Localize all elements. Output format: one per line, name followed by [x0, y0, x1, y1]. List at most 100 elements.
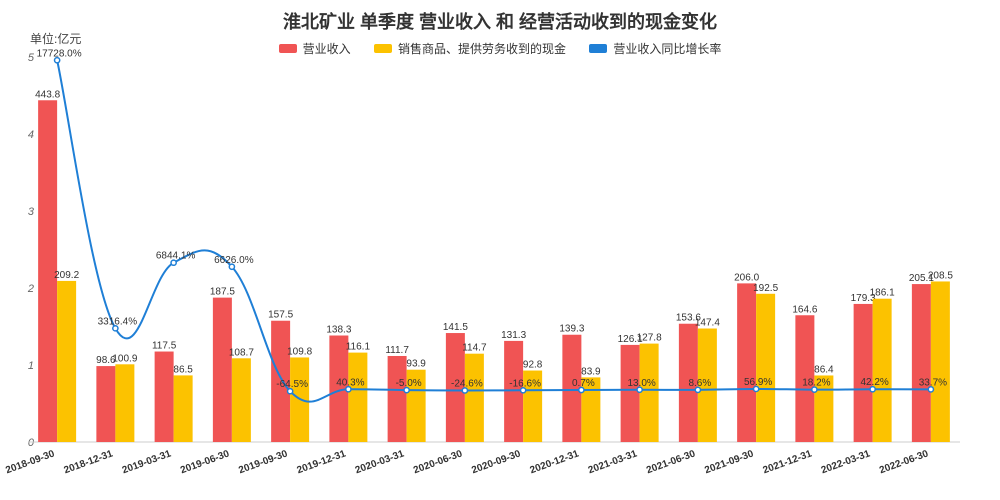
bar-revenue	[562, 334, 582, 442]
legend: 营业收入 销售商品、提供劳务收到的现金 营业收入同比增长率	[0, 40, 1000, 57]
growth-point	[578, 386, 585, 394]
growth-line	[56, 60, 931, 403]
bar-label-revenue: 164.6	[792, 304, 817, 315]
bar-label-cash: 147.4	[695, 318, 720, 329]
x-tick-label: 2019-09-30	[237, 448, 289, 476]
y-tick-label: 3	[28, 206, 35, 218]
chart-title: 淮北矿业 单季度 营业收入 和 经营活动收到的现金变化	[282, 12, 717, 32]
growth-point	[461, 387, 469, 394]
legend-label-revenue: 营业收入	[302, 42, 351, 56]
bar-label-revenue: 153.6	[676, 313, 701, 324]
x-tick-label: 2019-06-30	[179, 448, 231, 476]
x-tick-label: 2019-12-31	[296, 448, 348, 476]
growth-point	[112, 324, 119, 332]
bar-label-revenue: 141.5	[443, 322, 468, 333]
growth-label: 13.0%	[627, 378, 655, 389]
bar-revenue	[154, 351, 174, 442]
bar-cash	[464, 353, 484, 442]
x-tick-label: 2019-03-31	[121, 448, 173, 476]
x-tick-label: 2020-09-30	[470, 448, 522, 476]
y-tick-label: 4	[28, 129, 34, 141]
bar-label-cash: 86.4	[814, 364, 834, 375]
growth-point	[752, 385, 760, 393]
unit-label: 单位:亿元	[30, 32, 82, 46]
bar-label-revenue: 187.5	[210, 287, 235, 298]
bar-label-cash: 209.2	[54, 270, 79, 281]
growth-label: 18.2%	[802, 378, 830, 389]
legend-swatch-growth	[589, 44, 608, 53]
bar-label-cash: 86.5	[173, 364, 193, 375]
x-tick-label: 2020-03-31	[354, 448, 406, 476]
bar-revenue	[212, 297, 232, 442]
bar-revenue	[737, 283, 757, 442]
bar-cash	[523, 370, 543, 442]
bar-cash	[406, 369, 426, 442]
bar-revenue	[445, 333, 465, 442]
bar-label-revenue: 98.6	[96, 355, 116, 366]
x-tick-label: 2022-03-31	[820, 448, 872, 476]
bar-revenue	[911, 284, 931, 442]
growth-label: 6844.1%	[156, 251, 196, 262]
growth-point	[170, 259, 177, 267]
growth-label: 0.7%	[572, 378, 595, 389]
bar-revenue	[96, 366, 116, 442]
x-tick-label: 2018-12-31	[63, 448, 115, 476]
bar-cash	[756, 293, 776, 442]
bar-label-revenue: 117.5	[152, 341, 177, 352]
bar-label-cash: 114.7	[462, 343, 487, 354]
bar-label-cash: 127.8	[637, 333, 662, 344]
bar-label-cash: 192.5	[753, 283, 778, 294]
x-tick-label: 2021-12-31	[762, 448, 814, 476]
x-tick-label: 2021-06-30	[645, 448, 697, 476]
bar-cash	[872, 298, 892, 442]
growth-label: -5.0%	[396, 378, 422, 389]
y-tick-label: 1	[28, 360, 34, 372]
bar-label-cash: 208.5	[928, 270, 953, 281]
legend-item-revenue[interactable]: 营业收入	[278, 40, 351, 57]
x-tick-label: 2018-09-30	[4, 448, 56, 476]
growth-label: -16.6%	[509, 378, 541, 389]
bar-label-revenue: 126.1	[618, 334, 643, 345]
bar-revenue	[329, 335, 349, 442]
legend-item-growth[interactable]: 营业收入同比增长率	[589, 40, 721, 57]
x-tick-label: 2020-06-30	[412, 448, 464, 476]
growth-point	[53, 56, 61, 64]
growth-label: 3316.4%	[98, 316, 138, 327]
legend-item-cash[interactable]: 销售商品、提供劳务收到的现金	[373, 40, 566, 57]
bar-cash	[231, 358, 251, 442]
bar-label-cash: 116.1	[346, 342, 371, 353]
growth-label: 17728.0%	[37, 48, 82, 59]
growth-point	[636, 386, 643, 394]
bar-label-cash: 108.7	[229, 347, 254, 358]
bar-cash	[348, 352, 368, 442]
growth-point	[403, 386, 410, 394]
growth-point	[927, 386, 935, 393]
bar-label-revenue: 139.3	[559, 324, 584, 335]
legend-swatch-cash	[373, 44, 392, 53]
bar-label-revenue: 157.5	[268, 310, 293, 321]
bar-revenue	[38, 100, 58, 443]
bar-cash	[697, 328, 717, 442]
bar-label-revenue: 131.3	[501, 330, 526, 341]
y-tick-label: 2	[27, 283, 34, 295]
x-tick-label: 2021-03-31	[587, 448, 639, 476]
bar-revenue	[795, 315, 815, 442]
growth-point	[694, 386, 702, 394]
bar-cash	[115, 364, 135, 442]
bar-revenue	[620, 344, 640, 442]
growth-label: 56.9%	[744, 377, 772, 388]
bar-cash	[581, 377, 601, 442]
bar-label-cash: 100.9	[112, 353, 137, 364]
bar-cash	[173, 375, 193, 442]
growth-label: 8.6%	[688, 378, 711, 389]
bar-label-cash: 109.8	[287, 346, 312, 357]
bar-label-cash: 186.1	[870, 288, 895, 299]
y-tick-label: 0	[28, 437, 35, 449]
bar-cash	[57, 280, 77, 442]
x-tick-label: 2021-09-30	[703, 448, 755, 476]
bar-revenue	[504, 340, 524, 442]
growth-point	[519, 386, 527, 394]
bar-label-cash: 83.9	[581, 366, 601, 377]
growth-label: -64.5%	[276, 379, 308, 390]
